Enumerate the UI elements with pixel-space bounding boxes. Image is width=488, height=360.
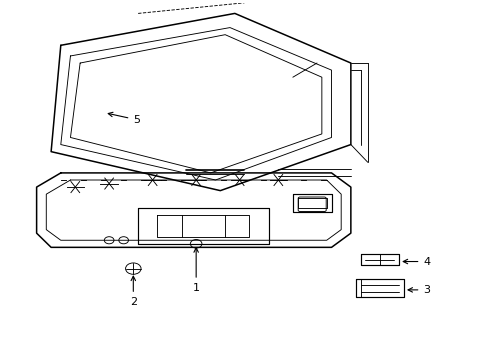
Text: 4: 4 bbox=[403, 257, 429, 266]
Text: 2: 2 bbox=[129, 276, 137, 307]
Text: 3: 3 bbox=[407, 285, 429, 295]
Text: 1: 1 bbox=[192, 248, 199, 293]
Text: 5: 5 bbox=[108, 112, 140, 125]
